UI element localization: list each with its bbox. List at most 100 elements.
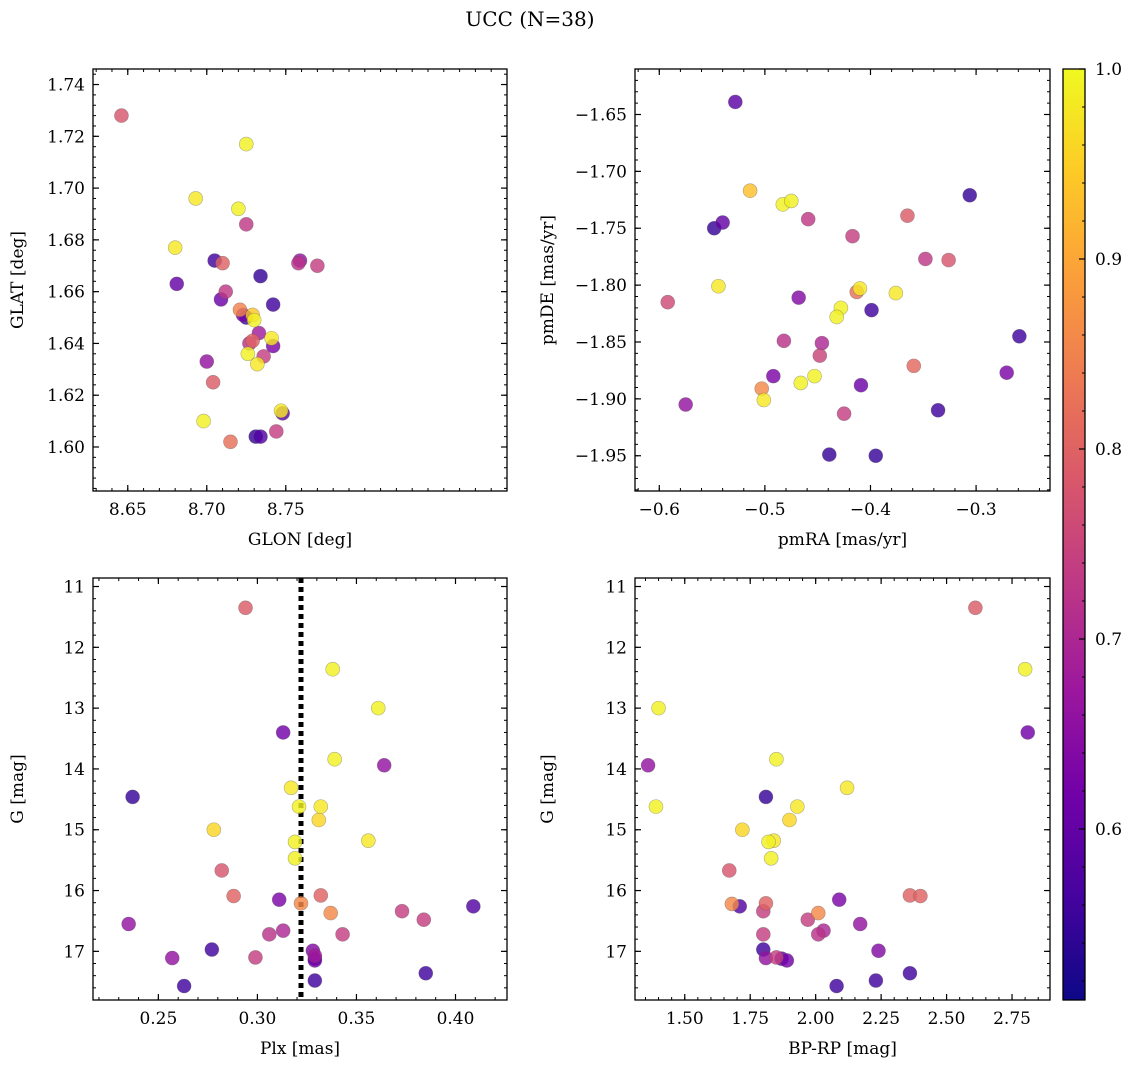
scatter-point [376,757,392,773]
scatter-point [271,892,287,907]
scatter-point [370,700,386,716]
scatter-point [245,333,260,349]
scatter-point [307,973,323,988]
y-tick-label: 17 [63,942,85,962]
scatter-point [906,358,922,374]
scatter-point [721,863,737,878]
x-tick-label: 8.70 [188,500,226,520]
x-tick-label: 1.75 [731,1009,769,1029]
y-tick-label: 1.68 [47,231,85,251]
panel-bprp-g: 1.50 1.75 2.00 2.25 2.50 2.75 11 12 13 14 15 16 17 BP… [538,577,1051,1059]
y-tick-label: 1.62 [47,386,85,406]
scatter-point [238,217,254,232]
scatter-point [310,258,325,274]
scatter-point [790,799,805,814]
scatter-point [724,896,740,912]
colorbar: 0.6 0.7 0.8 0.9 1.0 [1062,60,1122,1001]
scatter-point [418,965,434,981]
x-tick-label: 2.75 [993,1009,1031,1029]
scatter-point [264,330,279,346]
y-tick-label: −1.95 [575,447,627,467]
scatter-point [756,392,772,408]
y-tick-label: 13 [63,699,85,719]
x-axis-label: Plx [mas] [260,1039,340,1059]
figure-title: UCC (N=38) [465,7,594,31]
scatter-point [323,905,339,921]
y-tick-label: 11 [63,578,85,598]
colorbar-tick-label: 0.7 [1095,630,1122,650]
scatter-point [232,302,248,318]
scatter-point [114,108,129,123]
scatter-point [206,822,222,838]
scatter-point [810,927,826,942]
scatter-point [640,757,656,773]
scatter-point [678,397,693,412]
scatter-point [240,346,256,362]
scatter-point [711,278,726,294]
scatter-point [335,927,350,942]
colorbar-tick-label: 1.0 [1095,60,1122,80]
x-tick-label: −0.5 [744,500,785,520]
scatter-point [275,725,291,740]
scatter-point [218,284,234,299]
scatter-point [831,892,847,907]
scatter-point [205,374,221,390]
y-tick-label: −1.75 [575,219,627,239]
scatter-point [941,252,956,268]
scatter-point [261,927,277,942]
scatter-point [810,905,826,921]
scatter-point [1020,725,1036,740]
scatter-point [214,863,230,878]
scatter-point [836,406,852,421]
colorbar-gradient [1063,69,1085,1000]
scatter-point [783,193,799,209]
scatter-point [735,822,750,838]
scatter-point [204,942,220,957]
axes-frame [634,68,1051,492]
scatter-point [313,799,329,814]
scatter-point [761,834,776,850]
scatter-point [776,333,792,349]
y-axis-label: GLAT [deg] [8,231,28,329]
points [114,108,325,450]
axes-frame [92,577,508,1001]
y-tick-label: 1.72 [47,127,85,147]
scatter-point [715,215,730,230]
x-tick-label: 2.00 [797,1009,835,1029]
scatter-point [253,429,268,444]
scatter-point [226,888,241,904]
colorbar-tick-label: 0.9 [1095,250,1122,270]
scatter-point [648,799,664,814]
axes-frame [634,577,1051,1001]
scatter-point [791,290,806,305]
x-tick-label: 8.65 [109,500,147,520]
scatter-point [888,285,904,301]
y-tick-label: 13 [605,699,627,719]
scatter-point [755,927,771,942]
y-tick-label: 17 [605,942,627,962]
scatter-point [293,896,309,911]
scatter-point [250,356,265,372]
scatter-point [238,136,254,152]
scatter-point [291,255,306,271]
scatter-point [853,377,869,393]
y-tick-label: 1.70 [47,179,85,199]
scatter-point [766,368,781,384]
scatter-point [800,912,816,928]
scatter-point [913,888,928,904]
y-axis-label: pmDE [mas/yr] [538,215,558,345]
y-tick-label: 14 [605,760,627,780]
scatter-point [800,211,816,227]
panel-plx-g: 0.25 0.30 0.35 0.40 11 12 13 14 15 16 17 Plx [mas] G… [8,577,508,1059]
x-tick-label: 0.35 [338,1009,376,1029]
scatter-point [313,888,329,903]
x-tick-label: 2.50 [928,1009,966,1029]
x-axis-label: pmRA [mas/yr] [778,530,907,550]
y-tick-label: 1.74 [47,76,85,96]
scatter-point [902,965,918,981]
scatter-point [839,780,855,796]
scatter-point [268,424,284,439]
colorbar-frame [1062,68,1086,1001]
points [121,600,481,994]
x-axis-label: BP-RP [mag] [788,1039,897,1059]
